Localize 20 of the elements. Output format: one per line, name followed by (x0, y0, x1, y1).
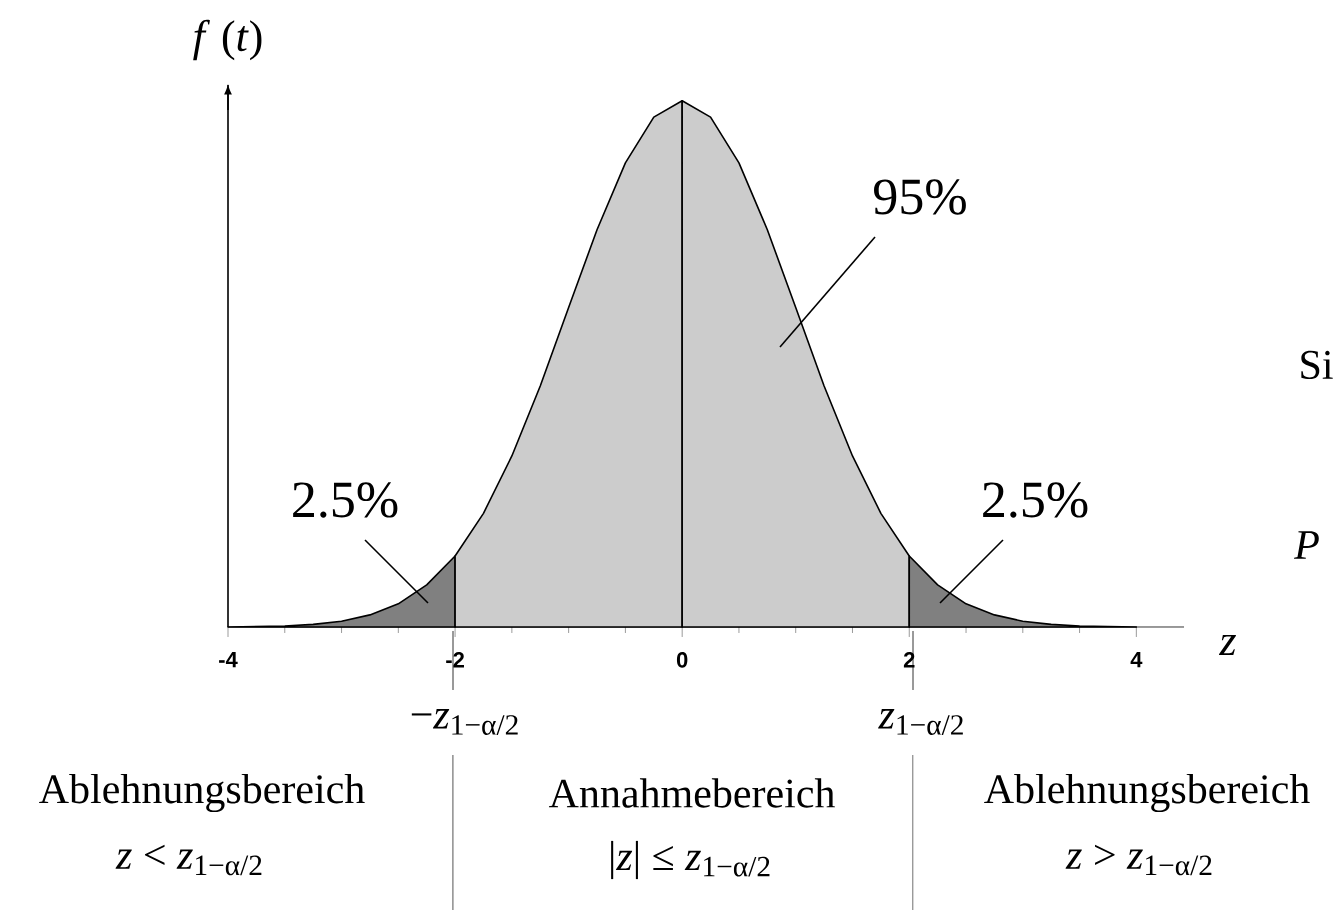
annotation: 2.5% (293, 482, 398, 518)
annotation: 2.5% (983, 482, 1088, 518)
text: Ablehnungsbereich (39, 773, 365, 813)
text: z$_{1−α/2}$ (878, 709, 963, 735)
x-tick-label: 2 (903, 652, 915, 668)
x-tick-label: -4 (219, 652, 238, 668)
annotation: 95% (874, 179, 966, 215)
text: P (1293, 531, 1319, 559)
text: Annahmebereich (548, 778, 835, 808)
x-axis-title: z (1218, 634, 1236, 656)
text: z > z$_{1−α/2}$ (1065, 844, 1212, 876)
text: Si (1301, 350, 1333, 380)
x-tick-label: -2 (446, 652, 464, 668)
x-tick-label: 0 (676, 652, 688, 668)
y-axis-title: f (t) (193, 19, 262, 61)
text: |z| ≤ z$_{1−α/2}$ (611, 840, 770, 880)
text: z < z$_{1−α/2}$ (115, 844, 262, 876)
x-tick-label: 4 (1130, 652, 1143, 668)
text: Ablehnungsbereich (984, 773, 1310, 813)
text: −z$_{1−α/2}$ (411, 709, 518, 735)
